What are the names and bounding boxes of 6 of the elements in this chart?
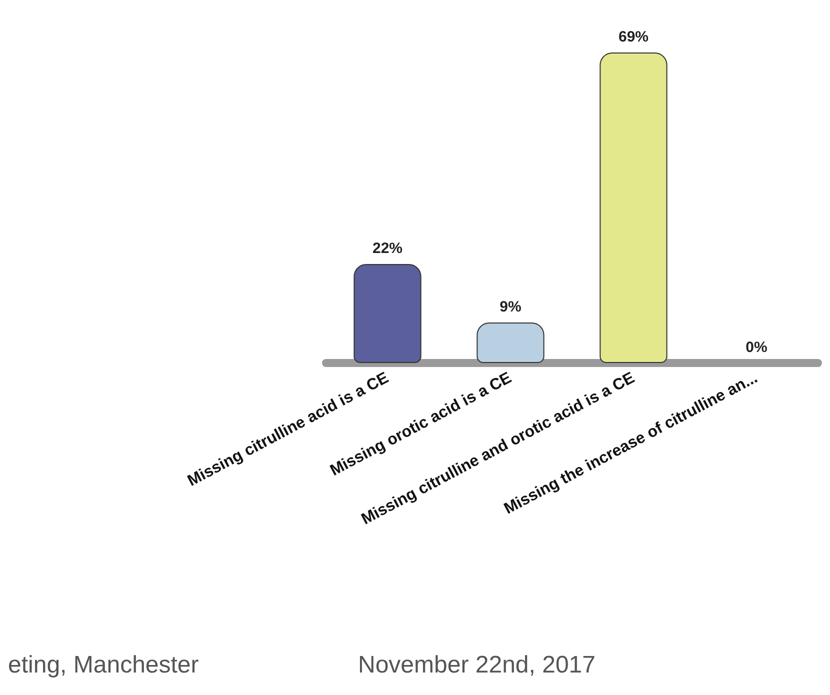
data-label: 9%: [500, 298, 522, 316]
data-label: 22%: [372, 240, 403, 257]
text: November 22nd, 2017: [358, 652, 596, 678]
data-label: 0%: [746, 339, 768, 356]
text: eting, Manchester: [8, 652, 199, 678]
data-label: 69%: [618, 28, 649, 46]
